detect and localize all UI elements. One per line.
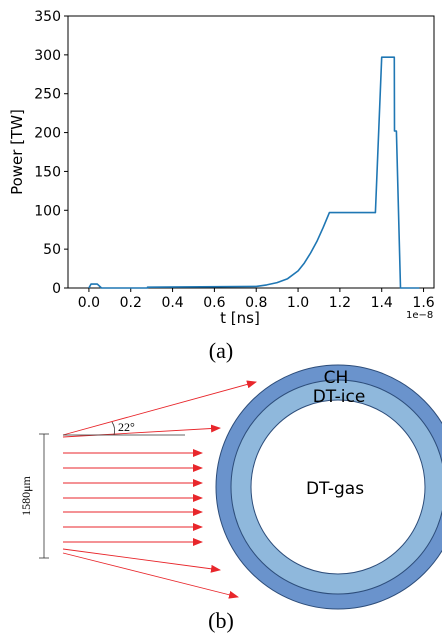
- power-series-line: [88, 56, 420, 289]
- x-tick-label: 1.4: [371, 295, 393, 311]
- dt-gas-core: [250, 399, 426, 575]
- x-tick-label: 1.6: [412, 295, 434, 311]
- x-tick-label: 0.6: [203, 295, 225, 311]
- caption-a: (a): [209, 338, 233, 363]
- laser-ray: [62, 552, 239, 599]
- x-axis-label: t [ns]: [220, 309, 260, 327]
- x-tick-label: 1.2: [329, 295, 351, 311]
- y-tick-label: 150: [34, 164, 61, 180]
- laser-ray: [62, 548, 221, 573]
- y-tick-label: 300: [34, 48, 61, 64]
- y-tick-label: 350: [34, 9, 61, 25]
- x-tick-label: 0.0: [78, 295, 100, 311]
- beam-size-dimension: [39, 433, 49, 559]
- angle-label: 22°: [118, 420, 135, 434]
- dt-gas-label: DT-gas: [306, 479, 364, 499]
- laser-ray: [62, 424, 221, 438]
- y-tick-label: 200: [34, 126, 61, 142]
- x-axis-multiplier: 1e−8: [406, 310, 433, 321]
- caption-b: (b): [208, 608, 234, 633]
- angle-arc: [111, 421, 116, 436]
- beam-size-label: 1580μm: [19, 475, 33, 515]
- x-tick-label: 0.4: [161, 295, 183, 311]
- ch-label: CH: [324, 368, 349, 388]
- dt-ice-label: DT-ice: [313, 387, 366, 407]
- y-tick-label: 0: [52, 281, 61, 297]
- power-chart: 0 50 100 150 200 250 300 350 0.0 0.2 0.4 0.6 0.8 1.0…: [8, 9, 435, 327]
- x-axis-ticks: 0.0 0.2 0.4 0.6 0.8 1.0 1.2 1.4 1.6: [78, 288, 435, 311]
- laser-ray: [62, 380, 257, 436]
- plot-frame: [67, 15, 435, 289]
- x-tick-label: 0.2: [120, 295, 142, 311]
- y-tick-label: 100: [34, 203, 61, 219]
- target-diagram: CH DT-ice DT-gas 22° 1580μm: [19, 364, 442, 610]
- laser-rays: [62, 380, 257, 599]
- y-tick-label: 50: [43, 242, 61, 258]
- x-tick-label: 0.8: [245, 295, 267, 311]
- y-tick-label: 250: [34, 87, 61, 103]
- x-tick-label: 1.0: [287, 295, 309, 311]
- y-axis-ticks: 0 50 100 150 200 250 300 350: [34, 9, 68, 297]
- y-axis-label: Power [TW]: [8, 109, 26, 195]
